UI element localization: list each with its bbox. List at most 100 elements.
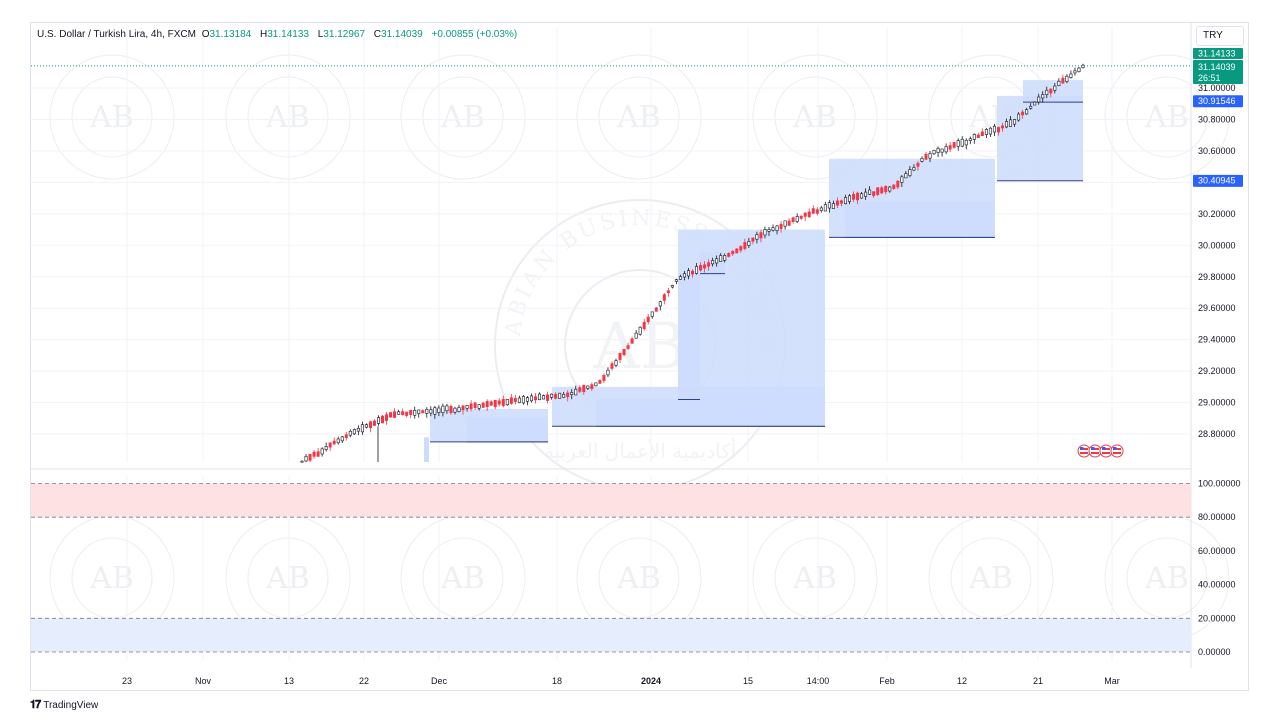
watermark-logo: AB	[49, 515, 175, 641]
candle-body	[783, 220, 787, 227]
candle-body	[320, 448, 324, 455]
time-axis[interactable]: 23 Nov 13 22 Dec 18 2024 15 14:00 Feb 12 21 Mar	[122, 676, 1120, 686]
candle-body	[614, 360, 618, 366]
level-1-price-tag	[1193, 95, 1243, 108]
candle-body	[984, 129, 988, 135]
candle-body	[590, 384, 594, 389]
candle-body	[1041, 94, 1045, 99]
candle-body	[880, 187, 884, 194]
candle-body	[823, 204, 827, 212]
candle-body	[884, 185, 888, 193]
candle-body	[1005, 121, 1009, 128]
candle-body	[996, 127, 1000, 133]
oscillator-tick-label: 0.00000	[1198, 647, 1231, 657]
candle-body	[509, 397, 513, 404]
price-tick-label: 29.00000	[1198, 398, 1236, 408]
candle-body	[1061, 77, 1065, 84]
candle-body	[340, 436, 344, 442]
time-tick-label: 23	[122, 676, 132, 686]
candle-body	[381, 415, 385, 424]
candle-body	[489, 401, 493, 406]
price-tick-label: 29.60000	[1198, 303, 1236, 313]
oscillator-tick-label: 100.00000	[1198, 479, 1241, 489]
candle-body	[352, 429, 356, 435]
candle-body	[481, 402, 485, 408]
candle-body	[972, 133, 976, 140]
watermark-monogram: AB	[89, 100, 134, 135]
demand-zone	[678, 273, 700, 400]
candle-body	[578, 387, 582, 392]
candle-body	[807, 211, 811, 218]
watermark-logo: AB	[576, 515, 702, 641]
watermark-monogram: AB	[265, 100, 310, 135]
candle-body	[525, 397, 529, 402]
candle-body	[429, 409, 433, 414]
watermark-monogram: AB	[792, 100, 837, 135]
candle-body	[791, 217, 795, 222]
candle-body	[642, 321, 646, 330]
tradingview-brand[interactable]: 𝟏𝟕 TradingView	[30, 699, 98, 712]
candle-body	[719, 255, 723, 262]
tradingview-logo-icon: 𝟏𝟕	[30, 699, 41, 711]
candle-body	[888, 186, 892, 192]
candle-body	[674, 279, 678, 282]
candle-body	[417, 409, 421, 414]
time-tick-label: 18	[552, 676, 562, 686]
watermark-monogram: AB	[616, 561, 661, 596]
candle-body	[566, 392, 570, 398]
high-price-tag-label: 31.14133	[1198, 49, 1236, 59]
candle-body	[405, 411, 409, 416]
candle-body	[437, 407, 441, 413]
candle-body	[763, 229, 767, 236]
candle-body	[747, 241, 751, 246]
time-tick-label: 14:00	[807, 676, 830, 686]
price-axis[interactable]: 28.80000 29.00000 29.20000 29.40000 29.60000…	[1198, 83, 1236, 439]
candle-body	[485, 401, 489, 408]
candle-body	[473, 402, 477, 408]
candle-body	[401, 411, 405, 416]
demand-zone	[997, 95, 1083, 181]
candle-body	[711, 260, 715, 265]
candle-body	[497, 400, 501, 405]
candle-body	[1049, 88, 1053, 94]
candle-body	[960, 138, 964, 147]
candle-body	[550, 393, 554, 398]
oscillator-axis[interactable]: 100.00000 80.00000 60.00000 40.00000 20.0000…	[1198, 479, 1241, 658]
chart-frame	[30, 22, 1249, 691]
candle-body	[920, 158, 924, 162]
oscillator-tick-label: 80.00000	[1198, 512, 1236, 522]
oscillator-bands	[31, 483, 1191, 653]
candle-body	[493, 399, 497, 408]
candle-body	[912, 167, 916, 171]
oscillator-tick-label: 40.00000	[1198, 580, 1236, 590]
time-tick-label: 13	[284, 676, 294, 686]
symbol-title[interactable]: U.S. Dollar / Turkish Lira, 4h, FXCM	[37, 29, 196, 40]
candle-body	[546, 394, 550, 401]
watermark-monogram: AB	[792, 561, 837, 596]
time-tick-label: 12	[957, 676, 967, 686]
watermark-monogram: AB	[440, 100, 485, 135]
candle-body	[533, 396, 537, 401]
demand-zone	[467, 416, 548, 442]
candle-body	[980, 131, 984, 136]
candle-body	[992, 125, 996, 133]
currency-button[interactable]: TRY	[1196, 26, 1244, 46]
price-change: +0.00855 (+0.03%)	[431, 29, 518, 40]
candle-body	[727, 252, 731, 257]
candle-body	[1045, 89, 1049, 95]
candle-body	[731, 250, 735, 255]
brand-label: TradingView	[43, 700, 99, 711]
candle-body	[1065, 75, 1069, 82]
candle-body	[554, 394, 558, 399]
candle-body	[666, 290, 670, 294]
demand-zone-stub	[424, 437, 429, 462]
candle-body	[445, 405, 449, 412]
candle-body	[372, 420, 376, 426]
watermark-monogram: AB	[440, 561, 485, 596]
overbought-band	[31, 483, 1191, 518]
candle-body	[393, 411, 397, 418]
candle-body	[779, 223, 783, 230]
candle-body	[988, 127, 992, 135]
candle-body	[1013, 119, 1017, 125]
